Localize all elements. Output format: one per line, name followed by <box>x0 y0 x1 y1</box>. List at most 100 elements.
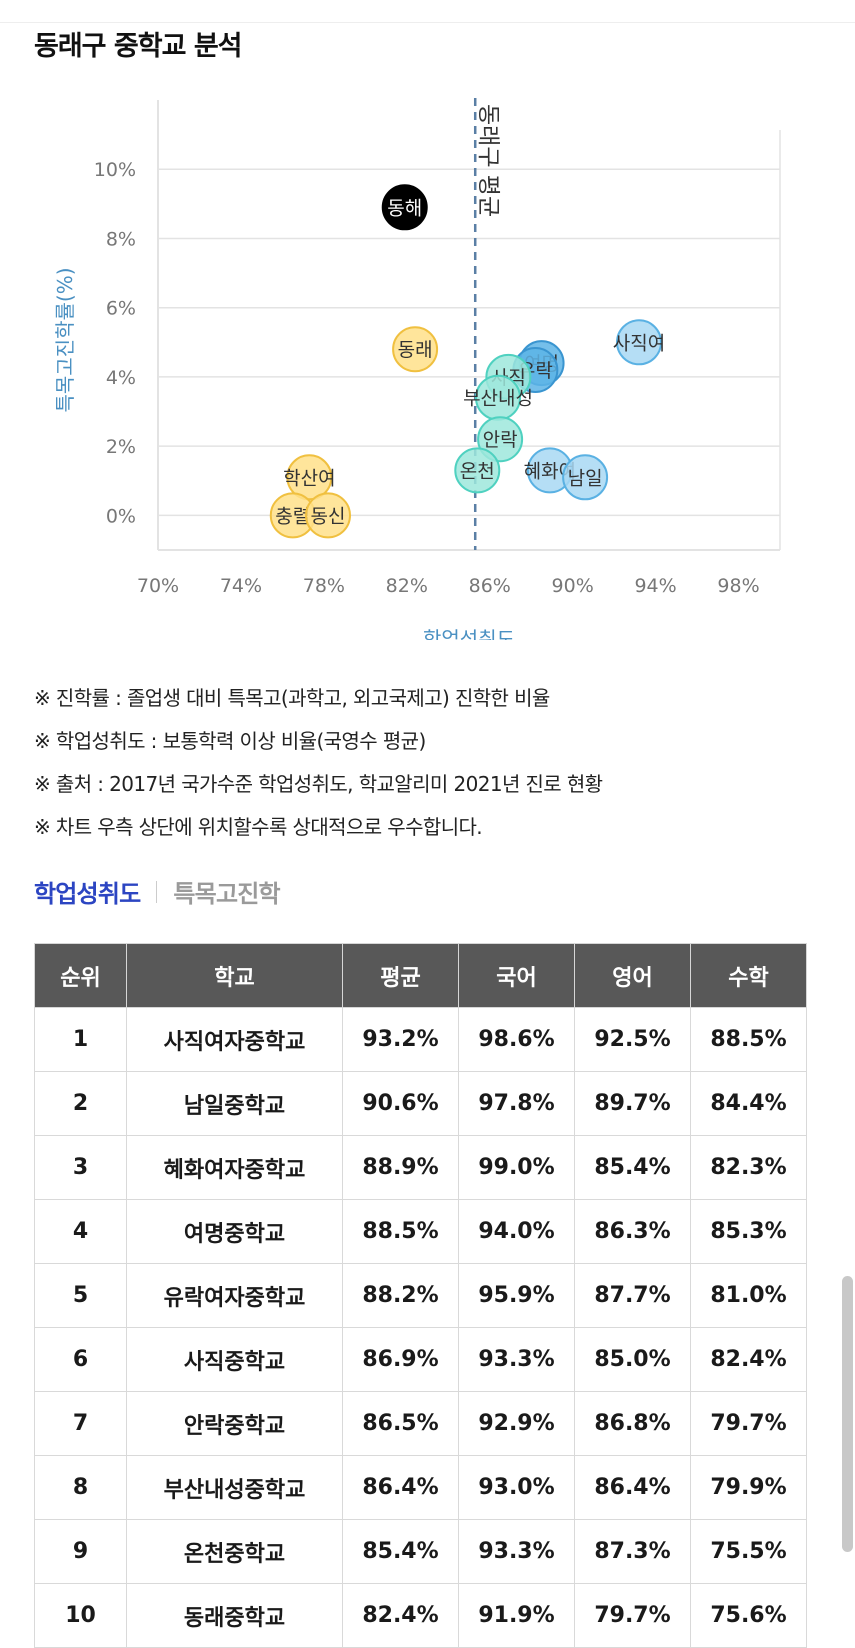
notes-list: ※ 진학률 : 졸업생 대비 특목고(과학고, 외고국제고) 진학한 비율 ※ … <box>34 677 603 849</box>
cell-english: 87.7% <box>574 1263 691 1328</box>
header-school: 학교 <box>126 943 343 1008</box>
cell-average: 85.4% <box>342 1519 459 1584</box>
data-point <box>454 447 501 494</box>
data-point <box>562 454 609 501</box>
data-point-label: 온천 <box>460 460 495 482</box>
cell-english: 85.4% <box>574 1135 691 1200</box>
header-english: 영어 <box>574 943 691 1008</box>
cell-english: 86.4% <box>574 1455 691 1520</box>
header-average: 평균 <box>342 943 459 1008</box>
cell-rank: 10 <box>34 1583 127 1648</box>
page-title: 동래구 중학교 분석 <box>34 31 243 62</box>
ranking-table: 순위 학교 평균 국어 영어 수학 1 사직여자중학교 93.2% 98.6% 92.5… <box>34 943 807 1648</box>
table-row: 7 안락중학교 86.5% 92.9% 86.8% 79.7% <box>34 1391 807 1456</box>
data-point <box>477 416 524 463</box>
cell-english: 86.3% <box>574 1199 691 1264</box>
data-point-label: 부산내성 <box>463 388 533 410</box>
cell-math: 75.6% <box>690 1583 807 1648</box>
cell-rank: 3 <box>34 1135 127 1200</box>
cell-average: 82.4% <box>342 1583 459 1648</box>
y-tick-label: 2% <box>106 436 136 458</box>
average-reference-label: 동래구 평균 <box>475 104 501 217</box>
note-item: ※ 진학률 : 졸업생 대비 특목고(과학고, 외고국제고) 진학한 비율 <box>34 686 550 710</box>
cell-korean: 99.0% <box>458 1135 575 1200</box>
cell-math: 88.5% <box>690 1007 807 1072</box>
x-tick-label: 82% <box>386 575 428 597</box>
data-point-label: 충렬 <box>275 505 310 527</box>
x-tick-label: 70% <box>137 575 179 597</box>
cell-school: 유락여자중학교 <box>126 1263 343 1328</box>
x-tick-label: 74% <box>220 575 262 597</box>
cell-korean: 98.6% <box>458 1007 575 1072</box>
cell-rank: 8 <box>34 1455 127 1520</box>
y-axis-title: 특목고진학률(%) <box>53 267 77 412</box>
data-point-label: 동해 <box>387 197 422 219</box>
cell-math: 84.4% <box>690 1071 807 1136</box>
cell-school: 혜화여자중학교 <box>126 1135 343 1200</box>
cell-korean: 91.9% <box>458 1583 575 1648</box>
cell-average: 93.2% <box>342 1007 459 1072</box>
cell-school: 여명중학교 <box>126 1199 343 1264</box>
x-tick-label: 90% <box>552 575 594 597</box>
cell-korean: 95.9% <box>458 1263 575 1328</box>
cell-math: 79.7% <box>690 1391 807 1456</box>
y-tick-label: 10% <box>94 159 136 181</box>
note-item: ※ 학업성취도 : 보통학력 이상 비율(국영수 평균) <box>34 729 426 753</box>
cell-english: 89.7% <box>574 1071 691 1136</box>
table-row: 4 여명중학교 88.5% 94.0% 86.3% 85.3% <box>34 1199 807 1264</box>
tab-divider <box>156 880 158 903</box>
cell-korean: 93.0% <box>458 1455 575 1520</box>
cell-english: 92.5% <box>574 1007 691 1072</box>
table-row: 9 온천중학교 85.4% 93.3% 87.3% 75.5% <box>34 1519 807 1584</box>
cell-school: 남일중학교 <box>126 1071 343 1136</box>
cell-average: 86.5% <box>342 1391 459 1456</box>
header-korean: 국어 <box>458 943 575 1008</box>
cell-school: 사직중학교 <box>126 1327 343 1392</box>
y-tick-label: 6% <box>106 298 136 320</box>
data-point <box>392 326 439 373</box>
cell-math: 82.3% <box>690 1135 807 1200</box>
cell-average: 86.4% <box>342 1455 459 1520</box>
table-row: 2 남일중학교 90.6% 97.8% 89.7% 84.4% <box>34 1071 807 1136</box>
tab-bar: 학업성취도 특목고진학 <box>34 874 281 909</box>
cell-math: 75.5% <box>690 1519 807 1584</box>
scatter-chart: 0% 2% 4% 6% 8% 10% 70% 74% 78% 82% 86% 90% 94% 98% 학업성… <box>53 98 781 640</box>
cell-english: 87.3% <box>574 1519 691 1584</box>
data-point-label: 남일 <box>568 467 603 489</box>
x-tick-label: 86% <box>469 575 511 597</box>
cell-math: 82.4% <box>690 1327 807 1392</box>
data-point <box>381 184 428 231</box>
data-point-label: 동래 <box>398 339 433 361</box>
cell-school: 사직여자중학교 <box>126 1007 343 1072</box>
x-tick-label: 94% <box>634 575 676 597</box>
table-row: 10 동래중학교 82.4% 91.9% 79.7% 75.6% <box>34 1583 807 1648</box>
scrollbar-thumb[interactable] <box>842 1276 853 1552</box>
cell-math: 81.0% <box>690 1263 807 1328</box>
x-tick-label: 98% <box>717 575 759 597</box>
table-row: 1 사직여자중학교 93.2% 98.6% 92.5% 88.5% <box>34 1007 807 1072</box>
header-rank: 순위 <box>34 943 127 1008</box>
cell-average: 88.5% <box>342 1199 459 1264</box>
cell-rank: 2 <box>34 1071 127 1136</box>
cell-english: 79.7% <box>574 1583 691 1648</box>
cell-average: 86.9% <box>342 1327 459 1392</box>
data-point <box>286 454 333 501</box>
top-divider <box>0 22 855 23</box>
tab-academic-achievement[interactable]: 학업성취도 <box>34 880 141 908</box>
y-tick-label: 8% <box>106 228 136 250</box>
cell-rank: 1 <box>34 1007 127 1072</box>
cell-rank: 9 <box>34 1519 127 1584</box>
cell-school: 부산내성중학교 <box>126 1455 343 1520</box>
note-item: ※ 출처 : 2017년 국가수준 학업성취도, 학교알리미 2021년 진로 … <box>34 772 603 796</box>
data-point <box>305 492 352 539</box>
data-point-label: 동신 <box>311 505 346 527</box>
header-math: 수학 <box>690 943 807 1008</box>
cell-rank: 5 <box>34 1263 127 1328</box>
tab-special-school-admission[interactable]: 특목고진학 <box>173 880 280 908</box>
data-point-label: 학산여 <box>283 467 335 489</box>
cell-rank: 4 <box>34 1199 127 1264</box>
cell-average: 88.2% <box>342 1263 459 1328</box>
data-point-label: 안락 <box>483 429 518 451</box>
data-point-label: 사직여 <box>613 332 665 354</box>
cell-school: 온천중학교 <box>126 1519 343 1584</box>
